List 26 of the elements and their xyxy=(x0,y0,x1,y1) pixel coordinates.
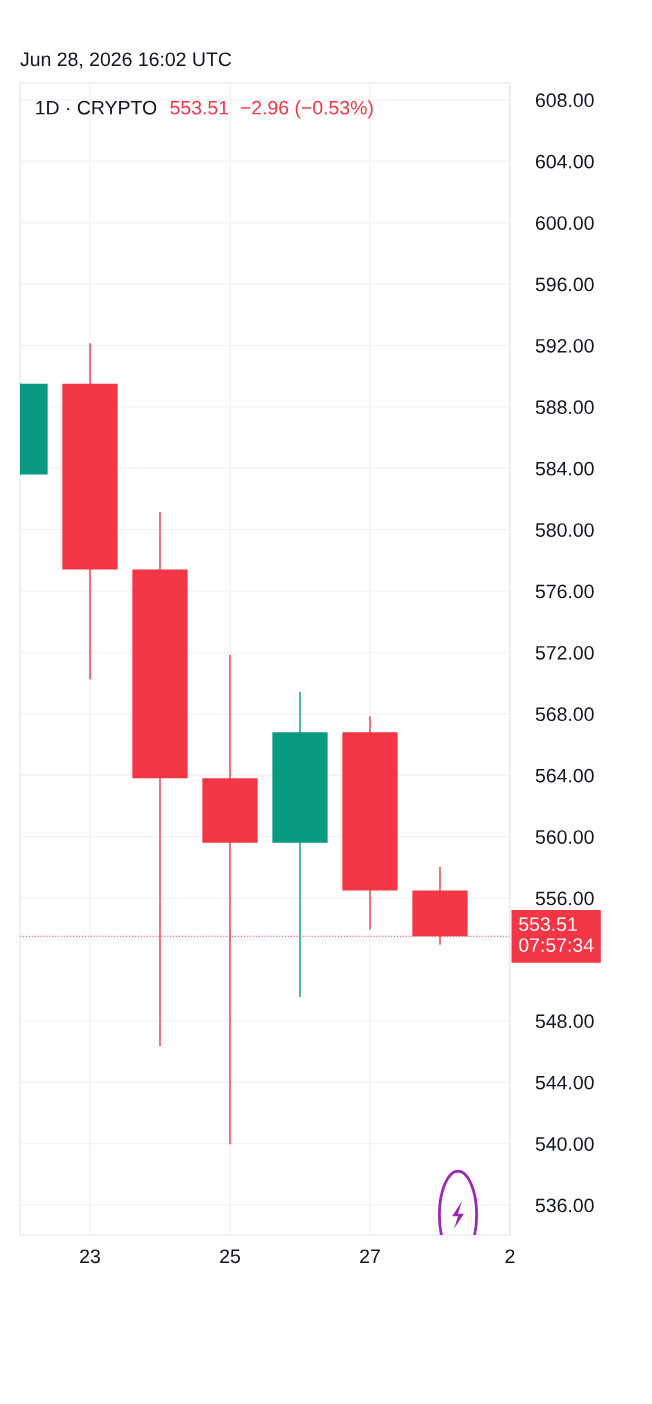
y-tick-label: 608.00 xyxy=(535,93,594,108)
text: 1D · CRYPTO xyxy=(36,100,157,115)
y-tick-label: 604.00 xyxy=(535,154,594,169)
ref-line-label: 553.51 07:57:34 xyxy=(519,917,594,952)
y-tick-label: 548.00 xyxy=(535,1014,594,1029)
y-tick-label: 536.00 xyxy=(535,1198,594,1213)
x-tick-label: 27 xyxy=(360,1249,380,1263)
y-tick-label: 540.00 xyxy=(535,1137,594,1151)
y-tick-label: 580.00 xyxy=(535,523,594,537)
y-tick-label: 560.00 xyxy=(535,830,594,844)
x-tick-label: 23 xyxy=(80,1249,100,1264)
y-tick-label: 556.00 xyxy=(535,891,594,906)
text: 553.51 −2.96 (−0.53%) xyxy=(170,100,373,119)
y-tick-label: 568.00 xyxy=(535,707,594,722)
y-tick-label: 596.00 xyxy=(535,277,594,292)
text: Jun 28, 2026 16:02 UTC xyxy=(20,52,232,69)
x-tick-label: 2 xyxy=(505,1249,515,1263)
y-tick-label: 572.00 xyxy=(535,645,594,660)
y-tick-label: 584.00 xyxy=(535,461,594,476)
y-tick-label: 544.00 xyxy=(535,1075,594,1090)
y-tick-label: 564.00 xyxy=(535,768,594,783)
y-tick-label: 600.00 xyxy=(535,216,594,230)
x-tick-label: 25 xyxy=(220,1249,240,1264)
y-tick-label: 592.00 xyxy=(535,338,594,353)
y-tick-label: 576.00 xyxy=(535,584,594,599)
y-tick-label: 588.00 xyxy=(535,400,594,415)
